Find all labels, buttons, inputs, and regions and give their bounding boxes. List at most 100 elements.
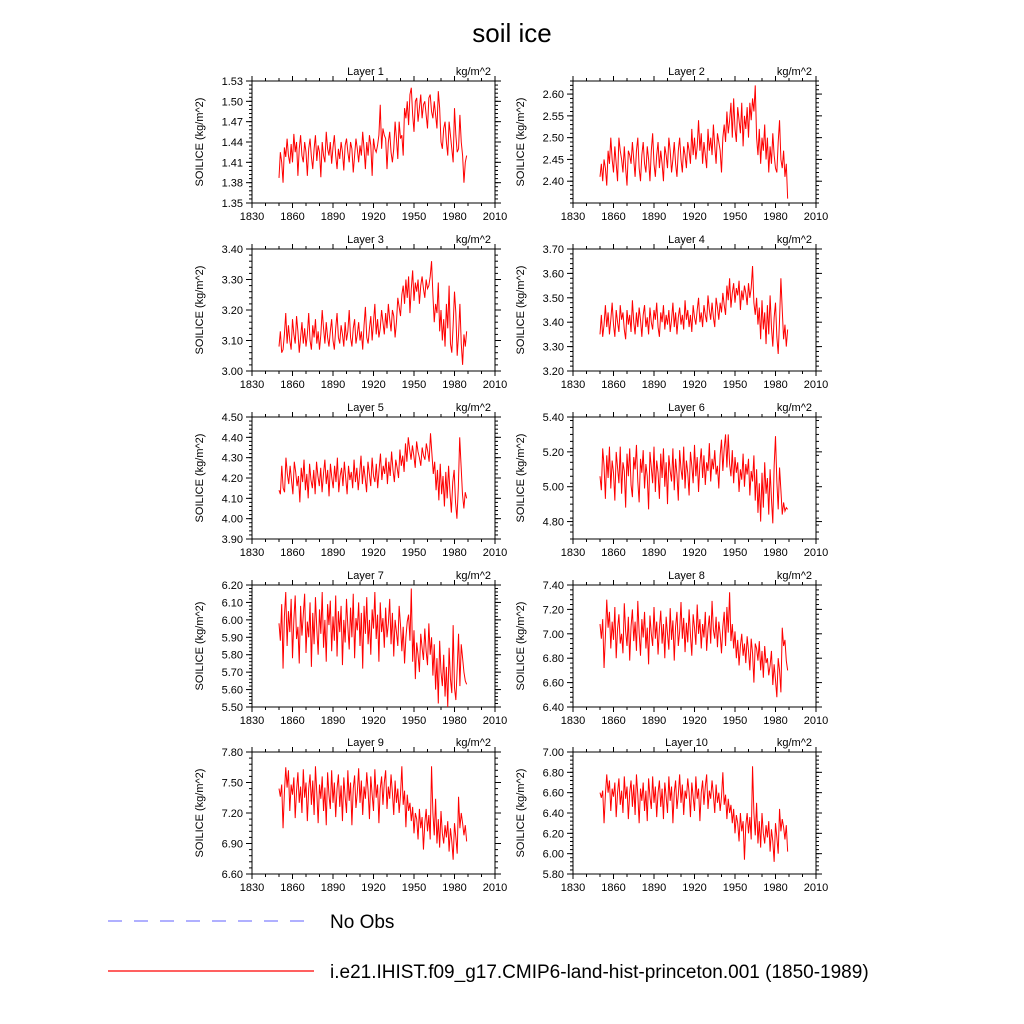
y-tick-label: 7.40 bbox=[543, 580, 564, 592]
y-tick-label: 2.60 bbox=[543, 89, 564, 101]
y-tick-label: 6.60 bbox=[543, 788, 564, 800]
units-label: kg/m^2 bbox=[456, 402, 491, 414]
y-tick-label: 6.00 bbox=[543, 849, 564, 861]
y-tick-label: 5.40 bbox=[543, 412, 564, 424]
y-tick-label: 7.20 bbox=[222, 808, 243, 820]
x-tick-label: 1950 bbox=[402, 882, 426, 894]
series-line bbox=[599, 434, 789, 524]
panel-title: Layer 10 bbox=[665, 737, 708, 749]
y-tick-label: 2.50 bbox=[543, 133, 564, 145]
x-tick-label: 1860 bbox=[601, 547, 625, 559]
x-tick-label: 1980 bbox=[763, 882, 787, 894]
panel-layer-4: Layer 4 kg/m^2 SOILICE (kg/m^2) 1830 1860 189… bbox=[515, 234, 828, 391]
y-tick-label: 5.50 bbox=[222, 702, 243, 714]
x-tick-label: 1830 bbox=[561, 379, 585, 391]
series-line bbox=[278, 766, 468, 860]
y-tick-label: 5.80 bbox=[543, 869, 564, 881]
y-tick-label: 1.35 bbox=[222, 198, 243, 210]
panel-title: Layer 1 bbox=[347, 66, 384, 78]
y-tick-label: 6.60 bbox=[222, 869, 243, 881]
y-tick-label: 3.20 bbox=[222, 305, 243, 317]
panel-title: Layer 2 bbox=[668, 66, 705, 78]
series-line bbox=[599, 766, 789, 862]
y-tick-label: 5.60 bbox=[222, 685, 243, 697]
x-tick-label: 1860 bbox=[280, 882, 304, 894]
series-line bbox=[278, 87, 468, 183]
y-tick-label: 6.80 bbox=[543, 653, 564, 665]
y-tick-label: 2.40 bbox=[543, 176, 564, 188]
x-tick-label: 2010 bbox=[483, 211, 507, 223]
panel-layer-2: Layer 2 kg/m^2 SOILICE (kg/m^2) 1830 1860 189… bbox=[515, 66, 828, 223]
x-tick-label: 1890 bbox=[642, 547, 666, 559]
x-tick-label: 1830 bbox=[240, 882, 264, 894]
y-tick-label: 7.20 bbox=[543, 604, 564, 616]
y-tick-label: 4.50 bbox=[222, 412, 243, 424]
x-tick-label: 1980 bbox=[442, 379, 466, 391]
y-axis-label: SOILICE (kg/m^2) bbox=[194, 266, 206, 355]
y-axis-label: SOILICE (kg/m^2) bbox=[194, 98, 206, 187]
x-tick-label: 1920 bbox=[361, 211, 385, 223]
x-tick-label: 1980 bbox=[442, 211, 466, 223]
panel-layer-10: Layer 10 kg/m^2 SOILICE (kg/m^2) 1830 1860 18… bbox=[515, 737, 828, 894]
x-tick-label: 1920 bbox=[682, 547, 706, 559]
y-tick-label: 7.80 bbox=[222, 747, 243, 759]
x-tick-label: 2010 bbox=[483, 547, 507, 559]
y-tick-label: 6.60 bbox=[543, 678, 564, 690]
y-tick-label: 2.55 bbox=[543, 111, 564, 123]
x-tick-label: 1830 bbox=[561, 715, 585, 727]
panel-title: Layer 8 bbox=[668, 570, 705, 582]
x-tick-label: 1830 bbox=[240, 715, 264, 727]
x-tick-label: 1890 bbox=[321, 882, 345, 894]
series-line bbox=[278, 588, 468, 708]
panel-title: Layer 7 bbox=[347, 570, 384, 582]
x-tick-label: 1830 bbox=[561, 211, 585, 223]
x-tick-label: 2010 bbox=[804, 379, 828, 391]
panel-layer-6: Layer 6 kg/m^2 SOILICE (kg/m^2) 1830 1860 189… bbox=[515, 402, 828, 559]
x-tick-label: 1920 bbox=[682, 882, 706, 894]
x-tick-label: 1830 bbox=[240, 211, 264, 223]
x-tick-label: 1980 bbox=[442, 882, 466, 894]
x-tick-label: 1980 bbox=[763, 547, 787, 559]
x-tick-label: 1890 bbox=[321, 715, 345, 727]
x-tick-label: 1890 bbox=[642, 715, 666, 727]
y-tick-label: 3.30 bbox=[222, 275, 243, 287]
x-tick-label: 1980 bbox=[763, 715, 787, 727]
series-line bbox=[599, 85, 789, 199]
x-tick-label: 1890 bbox=[642, 882, 666, 894]
x-tick-label: 1950 bbox=[402, 379, 426, 391]
y-tick-label: 6.40 bbox=[543, 702, 564, 714]
x-tick-label: 2010 bbox=[483, 379, 507, 391]
x-tick-label: 2010 bbox=[483, 715, 507, 727]
y-tick-label: 1.44 bbox=[222, 137, 243, 149]
y-tick-label: 6.00 bbox=[222, 615, 243, 627]
panel-layer-3: Layer 3 kg/m^2 SOILICE (kg/m^2) 1830 1860 189… bbox=[194, 234, 507, 391]
x-tick-label: 1920 bbox=[361, 547, 385, 559]
y-tick-label: 7.00 bbox=[543, 629, 564, 641]
x-tick-label: 1830 bbox=[561, 547, 585, 559]
y-tick-label: 3.20 bbox=[543, 366, 564, 378]
y-tick-label: 2.45 bbox=[543, 154, 564, 166]
y-axis-label: SOILICE (kg/m^2) bbox=[515, 266, 527, 355]
panel-title: Layer 3 bbox=[347, 234, 384, 246]
panel-layer-7: Layer 7 kg/m^2 SOILICE (kg/m^2) 1830 1860 189… bbox=[194, 570, 507, 727]
x-tick-label: 1860 bbox=[280, 547, 304, 559]
figure-title: soil ice bbox=[472, 18, 551, 48]
legend: No Obs i.e21.IHIST.f09_g17.CMIP6-land-hi… bbox=[108, 912, 869, 983]
x-tick-label: 1920 bbox=[682, 715, 706, 727]
y-tick-label: 6.40 bbox=[543, 808, 564, 820]
y-tick-label: 1.53 bbox=[222, 76, 243, 88]
units-label: kg/m^2 bbox=[777, 234, 812, 246]
x-tick-label: 1890 bbox=[321, 547, 345, 559]
x-tick-label: 2010 bbox=[483, 882, 507, 894]
panels-grid: Layer 1 kg/m^2 SOILICE (kg/m^2) 1830 1860 189… bbox=[194, 66, 828, 894]
panel-layer-5: Layer 5 kg/m^2 SOILICE (kg/m^2) 1830 1860 189… bbox=[194, 402, 507, 559]
y-tick-label: 3.40 bbox=[543, 317, 564, 329]
x-tick-label: 2010 bbox=[804, 882, 828, 894]
units-label: kg/m^2 bbox=[456, 737, 491, 749]
x-tick-label: 1920 bbox=[682, 379, 706, 391]
y-tick-label: 4.40 bbox=[222, 432, 243, 444]
units-label: kg/m^2 bbox=[777, 402, 812, 414]
y-tick-label: 6.10 bbox=[222, 597, 243, 609]
y-axis-label: SOILICE (kg/m^2) bbox=[194, 602, 206, 691]
